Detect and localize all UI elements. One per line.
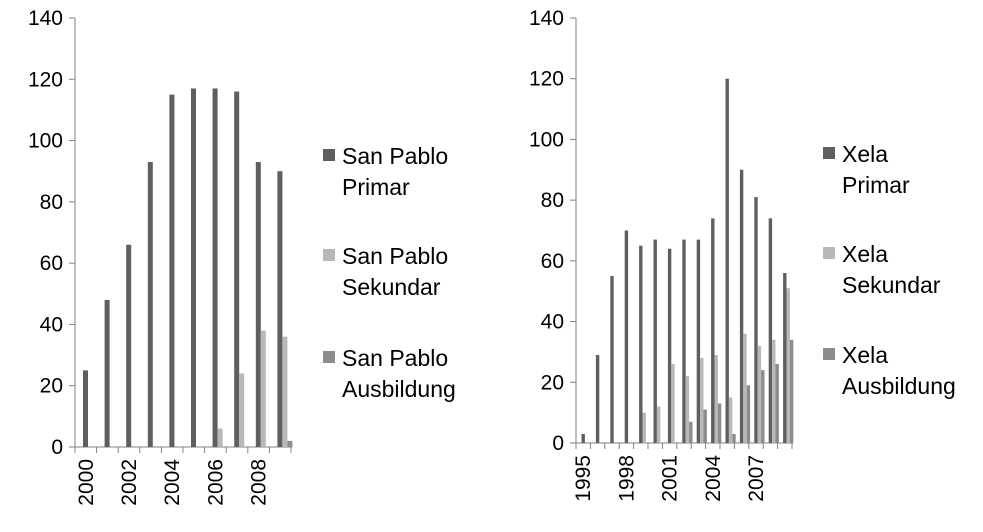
y-tick-label: 20 bbox=[40, 375, 63, 398]
bar-xela-sekundar bbox=[671, 364, 675, 443]
x-tick-label: 2001 bbox=[659, 455, 682, 502]
bar-xela-primar bbox=[639, 245, 643, 443]
y-tick-label: 80 bbox=[40, 191, 63, 214]
legend-swatch bbox=[323, 149, 335, 161]
bar-xela-primar bbox=[595, 354, 600, 443]
y-tick-label: 0 bbox=[552, 432, 564, 455]
bar-san-pablo-sekundar bbox=[260, 330, 266, 447]
y-tick-label: 0 bbox=[51, 436, 63, 459]
y-tick-label: 40 bbox=[40, 313, 63, 336]
x-tick-label: 2000 bbox=[75, 459, 98, 506]
bar-san-pablo-sekundar bbox=[217, 428, 223, 447]
bar-xela-primar bbox=[725, 78, 729, 443]
y-tick-label: 140 bbox=[28, 7, 63, 30]
legend-swatch bbox=[323, 351, 335, 363]
legend-label: San Pablo Sekundar bbox=[342, 243, 448, 300]
bar-san-pablo-primar bbox=[191, 88, 196, 447]
bar-xela-sekundar bbox=[743, 333, 747, 443]
x-tick-label: 1998 bbox=[615, 455, 638, 502]
san-pablo-chart: 0 20 40 60 80 100 120 140 2000 2002 2004 2006 2008 Sa… bbox=[28, 7, 456, 506]
bar-xela-primar bbox=[711, 218, 715, 443]
y-tick-label: 80 bbox=[541, 189, 564, 212]
bar-xela-primar bbox=[682, 239, 686, 443]
bar-xela-primar bbox=[768, 218, 773, 443]
y-tick-label: 120 bbox=[28, 68, 63, 91]
x-tick-label: 1995 bbox=[572, 455, 595, 502]
x-tick-label: 2002 bbox=[118, 459, 141, 506]
bar-xela-sekundar bbox=[685, 376, 690, 443]
y-tick-label: 40 bbox=[541, 311, 564, 334]
bar-san-pablo-primar bbox=[212, 88, 218, 447]
x-tick-label: 2004 bbox=[702, 455, 725, 502]
legend-label: Xela Ausbildung bbox=[842, 342, 956, 399]
bar-san-pablo-primar bbox=[277, 171, 283, 447]
bar-xela-sekundar bbox=[786, 288, 790, 443]
x-tick-label: 2004 bbox=[161, 459, 184, 506]
bar-san-pablo-primar bbox=[104, 299, 110, 447]
bar-xela-primar bbox=[624, 230, 629, 443]
bar-xela-sekundar bbox=[757, 345, 762, 443]
bar-xela-primar bbox=[754, 197, 758, 443]
bar-xela-primar bbox=[783, 273, 787, 443]
bar-xela-sekundar bbox=[700, 358, 704, 443]
legend-label: San Pablo Ausbildung bbox=[342, 345, 456, 402]
bar-xela-sekundar bbox=[656, 406, 661, 443]
bar-xela-primar bbox=[653, 239, 657, 443]
bar-xela-ausbildung bbox=[703, 409, 707, 443]
x-tick-label: 2008 bbox=[248, 459, 271, 506]
y-tick-label: 100 bbox=[529, 128, 564, 151]
bar-xela-primar bbox=[610, 276, 614, 443]
legend-label: San Pablo Primar bbox=[342, 143, 448, 200]
bar-san-pablo-sekundar bbox=[282, 336, 288, 447]
bar-xela-primar bbox=[667, 248, 672, 443]
bar-xela-ausbildung bbox=[689, 421, 693, 443]
bar-xela-sekundar bbox=[714, 354, 718, 443]
bar-xela-ausbildung bbox=[717, 403, 722, 443]
bar-xela-ausbildung bbox=[746, 385, 751, 443]
legend-label: Xela Primar bbox=[842, 141, 910, 198]
legend-swatch bbox=[323, 249, 335, 261]
y-tick-label: 20 bbox=[541, 371, 564, 394]
bar-xela-ausbildung bbox=[789, 339, 794, 443]
bar-xela-sekundar bbox=[642, 412, 646, 443]
bar-san-pablo-primar bbox=[83, 370, 88, 447]
bar-xela-primar bbox=[696, 239, 701, 443]
bar-san-pablo-primar bbox=[234, 91, 240, 448]
bar-xela-primar bbox=[739, 169, 744, 444]
y-tick-label: 120 bbox=[529, 68, 564, 91]
legend-swatch bbox=[823, 147, 835, 159]
bar-san-pablo-primar bbox=[147, 162, 153, 447]
bar-san-pablo-sekundar bbox=[239, 373, 245, 447]
x-tick-label: 2006 bbox=[204, 459, 227, 506]
bar-san-pablo-ausbildung bbox=[287, 440, 293, 447]
bar-xela-ausbildung bbox=[775, 364, 779, 443]
y-tick-label: 60 bbox=[40, 252, 63, 275]
bar-xela-sekundar bbox=[772, 339, 776, 443]
bar-xela-sekundar bbox=[728, 397, 733, 443]
xela-chart: 0 20 40 60 80 100 120 140 1995 1998 2001 2004 2007 Xe… bbox=[529, 7, 956, 502]
bar-xela-ausbildung bbox=[761, 370, 765, 443]
y-tick-label: 140 bbox=[529, 7, 564, 30]
x-tick-label: 2007 bbox=[745, 455, 768, 502]
y-tick-label: 100 bbox=[28, 130, 63, 153]
legend-label: Xela Sekundar bbox=[842, 241, 941, 298]
bar-san-pablo-primar bbox=[126, 244, 132, 447]
bar-san-pablo-primar bbox=[255, 162, 261, 447]
bar-san-pablo-primar bbox=[169, 94, 175, 447]
legend-swatch bbox=[823, 247, 835, 259]
y-tick-label: 60 bbox=[541, 250, 564, 273]
bar-xela-primar bbox=[581, 433, 585, 443]
legend-swatch bbox=[823, 348, 835, 360]
bar-xela-ausbildung bbox=[732, 433, 736, 443]
